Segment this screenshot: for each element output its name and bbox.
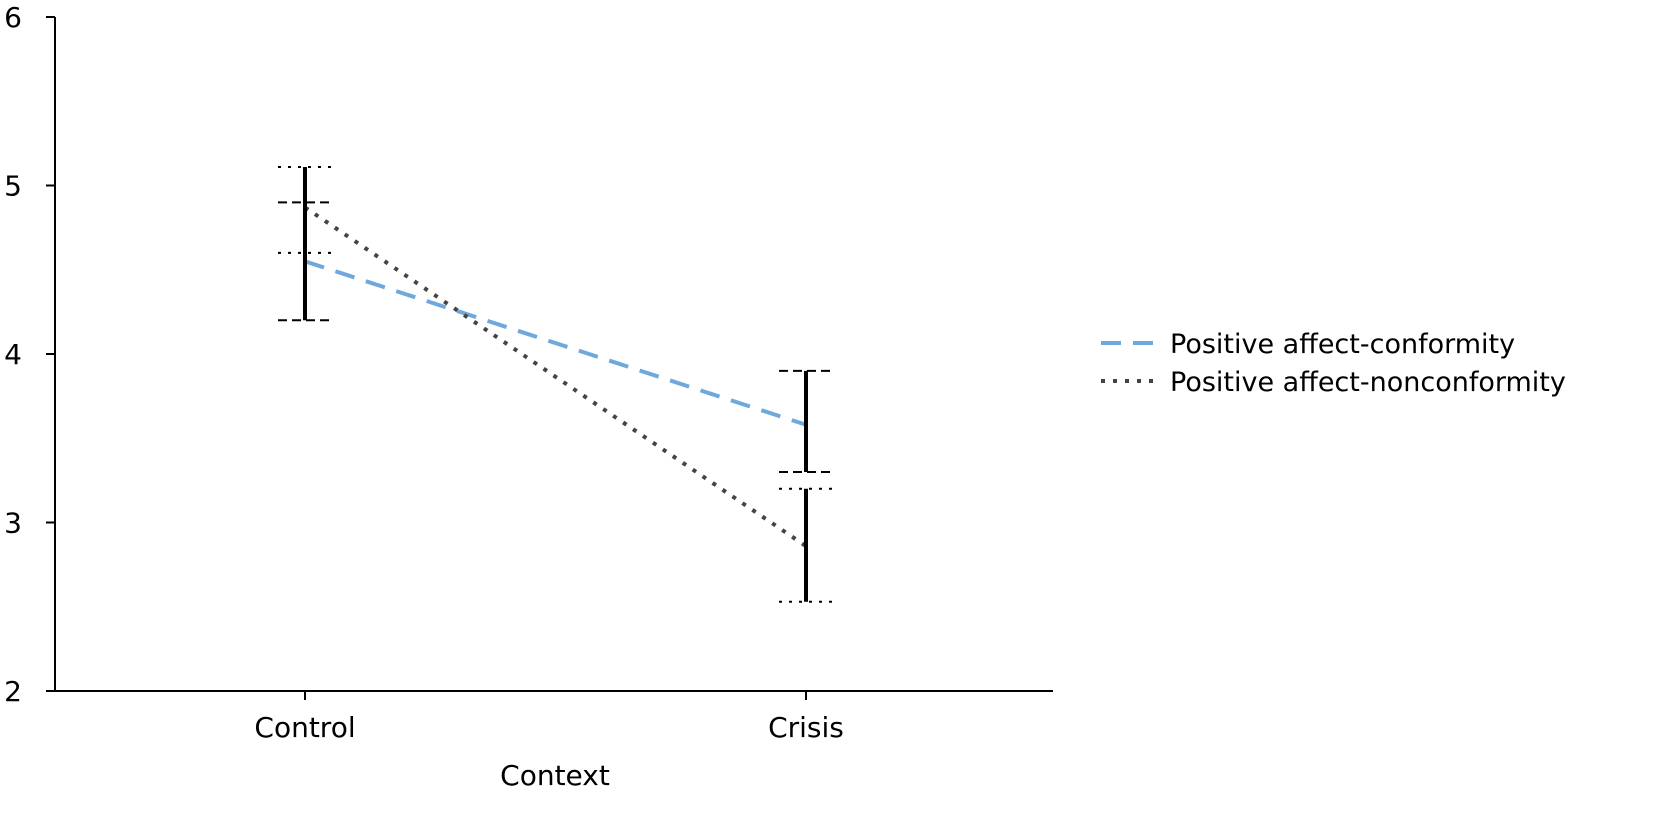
series-line-conformity <box>304 259 807 427</box>
y-tick-label: 4 <box>4 338 22 371</box>
x-tick-label-crisis: Crisis <box>768 711 844 744</box>
legend: Positive affect-conformity Positive affec… <box>1101 329 1566 398</box>
series-line-nonconformity <box>303 205 808 548</box>
x-axis-title: Context <box>500 759 610 792</box>
legend-label-conformity: Positive affect-conformity <box>1170 329 1515 360</box>
series-lines <box>303 205 808 548</box>
y-tick-label: 2 <box>4 675 22 708</box>
y-tick-label: 6 <box>4 1 22 34</box>
axes <box>54 17 1053 692</box>
y-tick-label: 3 <box>4 507 22 540</box>
y-tick-label: 5 <box>4 170 22 203</box>
x-axis-ticks: Control Crisis <box>254 691 844 744</box>
legend-label-nonconformity: Positive affect-nonconformity <box>1170 367 1566 398</box>
y-axis-ticks: 2 3 4 5 6 <box>4 1 55 708</box>
x-tick-label-control: Control <box>254 711 355 744</box>
error-bars <box>278 165 833 603</box>
